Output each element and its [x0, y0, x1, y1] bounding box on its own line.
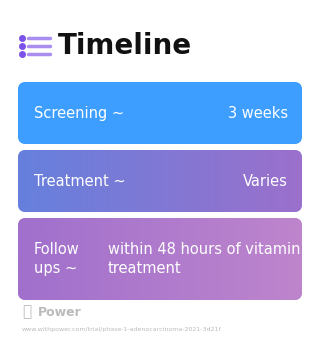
Text: Screening ~: Screening ~: [34, 105, 124, 120]
Text: Follow
ups ~: Follow ups ~: [34, 242, 80, 277]
Text: Ⓟ: Ⓟ: [22, 305, 31, 320]
FancyBboxPatch shape: [18, 150, 302, 212]
Text: www.withpower.com/trial/phase-1-adenocarcinoma-2021-3d21f: www.withpower.com/trial/phase-1-adenocar…: [22, 328, 221, 332]
Text: Treatment ~: Treatment ~: [34, 174, 126, 188]
Text: Timeline: Timeline: [58, 32, 192, 60]
FancyBboxPatch shape: [18, 218, 302, 300]
Text: 3 weeks: 3 weeks: [228, 105, 288, 120]
FancyBboxPatch shape: [18, 82, 302, 144]
Text: Power: Power: [38, 305, 82, 319]
Text: within 48 hours of vitamin c
treatment: within 48 hours of vitamin c treatment: [108, 242, 313, 277]
Text: Varies: Varies: [243, 174, 288, 188]
